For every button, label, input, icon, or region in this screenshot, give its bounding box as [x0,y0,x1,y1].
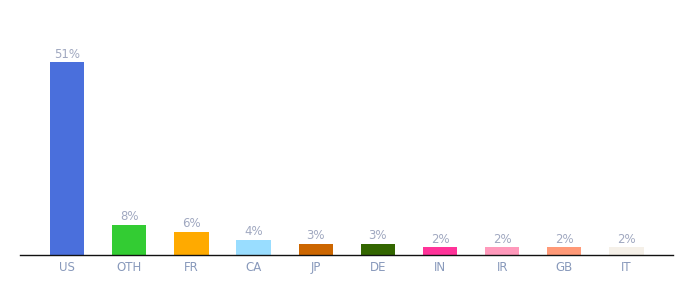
Bar [112,225,146,255]
Text: 2%: 2% [493,232,511,246]
Text: 4%: 4% [244,225,263,238]
Bar [299,244,333,255]
Bar [485,248,520,255]
Text: 2%: 2% [617,232,636,246]
Text: 8%: 8% [120,210,139,223]
Text: 51%: 51% [54,47,80,61]
Bar [423,248,457,255]
Bar [547,248,581,255]
Bar [50,62,84,255]
Text: 2%: 2% [430,232,449,246]
Bar [609,248,643,255]
Bar [237,240,271,255]
Bar [361,244,395,255]
Text: 3%: 3% [369,229,387,242]
Bar [174,232,209,255]
Text: 6%: 6% [182,218,201,230]
Text: 2%: 2% [555,232,574,246]
Text: 3%: 3% [307,229,325,242]
